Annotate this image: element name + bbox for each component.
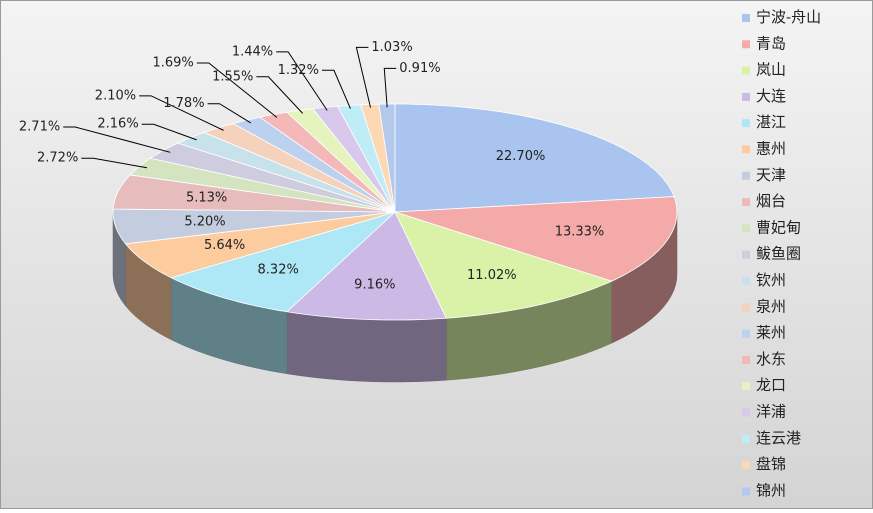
leader-line <box>276 51 328 111</box>
slice <box>286 211 447 321</box>
data-label: 1.55% <box>212 69 253 84</box>
legend-swatch <box>742 303 750 312</box>
legend-label: 鲅鱼圈 <box>756 245 801 263</box>
data-label: 5.20% <box>184 214 225 229</box>
data-label: 2.72% <box>37 151 78 166</box>
leader-line <box>207 103 252 124</box>
legend-label: 天津 <box>756 166 786 184</box>
slice-side <box>286 311 447 383</box>
leader-line <box>141 123 197 141</box>
leader-line <box>383 67 397 108</box>
legend-label: 泉州 <box>756 297 786 315</box>
data-label: 5.64% <box>204 238 245 253</box>
slice <box>170 211 396 313</box>
data-label: 0.91% <box>399 61 440 76</box>
legend-label: 锦州 <box>756 481 786 499</box>
legend-swatch <box>742 119 750 128</box>
legend-swatch <box>742 408 750 417</box>
legend-swatch <box>742 145 750 154</box>
slice <box>112 174 396 213</box>
legend-swatch <box>742 224 750 233</box>
slice <box>394 211 613 319</box>
legend-swatch <box>742 329 750 338</box>
legend-label: 水东 <box>756 350 786 368</box>
legend-label: 连云港 <box>756 429 801 447</box>
legend-swatch <box>742 487 750 496</box>
legend-label: 宁波-舟山 <box>756 8 821 26</box>
data-label: 1.03% <box>371 40 412 55</box>
legend-swatch <box>742 250 750 259</box>
data-label: 1.78% <box>163 96 204 111</box>
leader-line <box>321 69 351 109</box>
legend-swatch <box>742 171 750 180</box>
data-label: 8.32% <box>258 263 299 278</box>
data-label: 9.16% <box>354 278 395 293</box>
legend-label: 湛江 <box>756 113 786 131</box>
legend-label: 惠州 <box>756 140 786 158</box>
legend-swatch <box>742 198 750 207</box>
data-label: 2.16% <box>97 117 138 132</box>
legend-swatch <box>742 434 750 443</box>
legend-swatch <box>742 461 750 470</box>
data-label: 13.33% <box>555 225 605 240</box>
data-label: 1.69% <box>152 55 193 70</box>
data-label: 2.10% <box>95 88 136 103</box>
data-label: 1.32% <box>278 63 319 78</box>
data-label: 1.44% <box>232 44 273 59</box>
data-label: 11.02% <box>467 268 517 283</box>
legend-label: 盘锦 <box>756 455 786 473</box>
legend-swatch <box>742 14 750 22</box>
leader-line <box>196 62 278 118</box>
leader-line <box>81 157 148 169</box>
leader-line <box>139 95 224 131</box>
legend-label: 烟台 <box>756 192 786 210</box>
leader-line <box>355 46 372 108</box>
legend-swatch <box>742 66 750 75</box>
slice <box>394 196 678 282</box>
legend-label: 曹妃甸 <box>756 218 801 236</box>
legend-label: 莱州 <box>756 324 786 342</box>
slice <box>124 211 396 279</box>
legend-swatch <box>742 355 750 364</box>
data-label: 2.71% <box>19 120 60 135</box>
slice <box>112 208 396 245</box>
leader-line <box>256 76 304 114</box>
legend-swatch <box>742 40 750 49</box>
leader-line <box>63 126 171 153</box>
legend-label: 洋浦 <box>756 403 786 421</box>
legend-swatch <box>742 92 750 101</box>
slice <box>394 103 675 213</box>
legend-swatch <box>742 382 750 391</box>
legend-label: 龙口 <box>756 376 786 394</box>
data-label: 5.13% <box>186 191 227 206</box>
legend-label: 大连 <box>756 87 786 105</box>
legend-label: 岚山 <box>756 61 786 79</box>
legend-label: 青岛 <box>756 34 786 52</box>
legend-swatch <box>742 277 750 285</box>
data-label: 22.70% <box>496 149 546 164</box>
legend-label: 钦州 <box>756 271 786 289</box>
